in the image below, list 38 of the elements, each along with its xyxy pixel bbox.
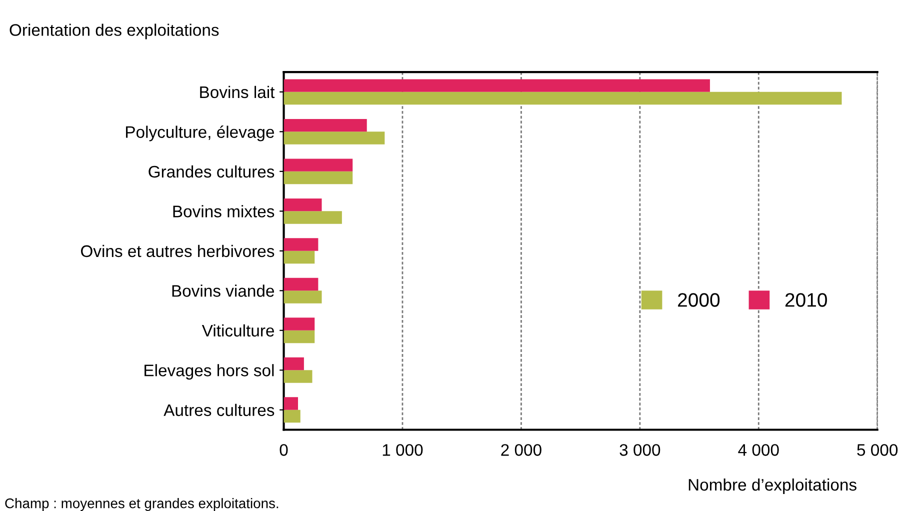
y-tick-label: Bovins viande bbox=[172, 284, 274, 297]
bar bbox=[284, 330, 315, 344]
bar bbox=[284, 158, 353, 172]
x-tick-label: 0 bbox=[280, 444, 288, 456]
text: Orientation des exploitations bbox=[10, 24, 219, 40]
y-tick-label: Viticulture bbox=[202, 324, 274, 337]
x-tick-label: 2 000 bbox=[501, 444, 542, 456]
y-tick-label: Autres cultures bbox=[164, 404, 274, 416]
bar bbox=[284, 318, 315, 330]
y-tick-label: Bovins mixtes bbox=[173, 205, 274, 218]
text: Champ : moyennes et grandes exploitations. bbox=[5, 498, 278, 511]
bar bbox=[284, 410, 300, 423]
bar bbox=[284, 198, 322, 212]
y-tick-label: Elevages hors sol bbox=[144, 364, 274, 380]
y-tick-label: Ovins et autres herbivores bbox=[81, 244, 274, 258]
bar bbox=[284, 118, 367, 132]
bar bbox=[284, 370, 312, 383]
bar bbox=[284, 92, 842, 105]
x-tick-label: 1 000 bbox=[382, 444, 423, 456]
legend-label: 2000 bbox=[678, 293, 720, 307]
bar bbox=[284, 290, 322, 304]
bar bbox=[284, 211, 342, 224]
y-tick-label: Grandes cultures bbox=[148, 165, 274, 178]
x-axis-title: Nombre d’exploitations bbox=[688, 478, 856, 494]
bar bbox=[284, 238, 318, 251]
bar bbox=[284, 357, 304, 370]
legend-label: 2010 bbox=[785, 293, 827, 307]
bar bbox=[284, 132, 385, 144]
y-tick-label: Polyculture, élevage bbox=[126, 126, 274, 142]
bar bbox=[284, 171, 353, 184]
x-tick-label: 3 000 bbox=[620, 444, 660, 456]
bar bbox=[284, 79, 710, 92]
x-tick-label: 4 000 bbox=[738, 444, 779, 456]
y-tick-label: Bovins lait bbox=[200, 86, 275, 98]
bar bbox=[284, 397, 298, 410]
x-tick-label: 5 000 bbox=[857, 444, 898, 456]
bar bbox=[284, 250, 315, 264]
bar bbox=[284, 278, 318, 291]
